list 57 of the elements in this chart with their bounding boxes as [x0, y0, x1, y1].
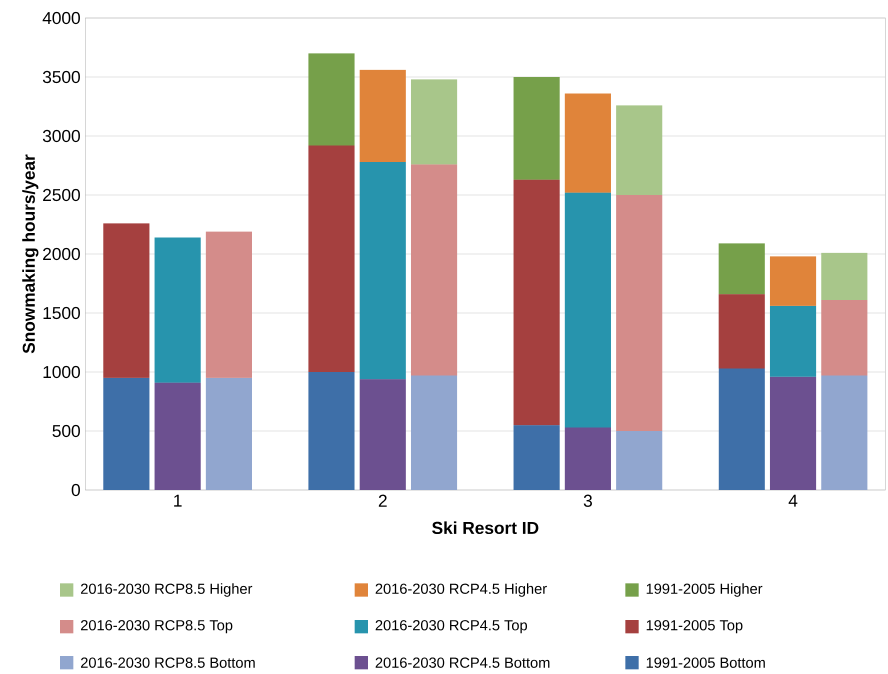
- y-tick-label: 1000: [44, 366, 80, 378]
- bar: [410, 79, 458, 164]
- bar: [770, 306, 816, 377]
- y-axis-title: Snowmaking hours/year: [22, 154, 38, 354]
- bar: [718, 294, 765, 368]
- legend-label: 2016-2030 RCP4.5 Higher: [376, 583, 547, 597]
- legend-label: 2016-2030 RCP4.5 Bottom: [376, 658, 550, 668]
- y-tick-label: 2500: [43, 188, 80, 202]
- bar: [206, 232, 252, 378]
- bar: [308, 372, 355, 490]
- bar: [360, 379, 406, 490]
- legend-label: 1991-2005 Bottom: [646, 658, 765, 668]
- y-tick-label: 3500: [42, 70, 80, 84]
- bar: [616, 195, 662, 431]
- bar: [308, 53, 355, 146]
- bar: [821, 376, 868, 490]
- y-tick-label: 0: [72, 484, 80, 496]
- bar: [770, 376, 816, 490]
- bar: [718, 368, 765, 490]
- bar: [616, 105, 662, 195]
- bar: [103, 378, 150, 490]
- bar: [154, 382, 201, 490]
- legend-label: 1991-2005 Higher: [646, 583, 762, 597]
- x-tick-label: 4: [788, 494, 798, 507]
- y-tick-label: 4000: [42, 12, 80, 24]
- y-tick-label: 500: [52, 424, 80, 438]
- bar: [360, 70, 406, 162]
- y-tick-label: 2000: [43, 248, 80, 260]
- bar: [514, 425, 560, 490]
- bar: [770, 256, 816, 306]
- y-tick-label: 3000: [42, 130, 80, 142]
- legend-label: 2016-2030 RCP8.5 Bottom: [80, 658, 255, 668]
- x-tick-label: 3: [584, 494, 592, 507]
- bar: [360, 162, 406, 380]
- x-axis-title: Ski Resort ID: [432, 521, 538, 534]
- bar: [206, 378, 252, 490]
- legend-label: 2016-2030 RCP8.5 Top: [80, 620, 232, 634]
- bar: [564, 192, 611, 428]
- bar: [718, 243, 765, 294]
- bar: [410, 376, 458, 490]
- y-tick-label: 1500: [44, 306, 80, 320]
- bar: [821, 252, 868, 300]
- x-tick-label: 1: [174, 494, 182, 507]
- bar: [564, 427, 611, 490]
- bar: [308, 145, 355, 372]
- bar: [410, 164, 458, 376]
- legend-label: 2016-2030 RCP4.5 Top: [376, 620, 528, 634]
- bar: [514, 180, 560, 426]
- bar: [154, 237, 201, 383]
- x-tick-label: 2: [378, 494, 387, 507]
- bar: [564, 94, 611, 193]
- legend-label: 1991-2005 Top: [646, 620, 742, 634]
- bar: [103, 223, 150, 378]
- bar: [514, 77, 560, 180]
- legend-label: 2016-2030 RCP8.5 Higher: [80, 583, 252, 597]
- bar: [616, 431, 662, 490]
- bar: [821, 300, 868, 376]
